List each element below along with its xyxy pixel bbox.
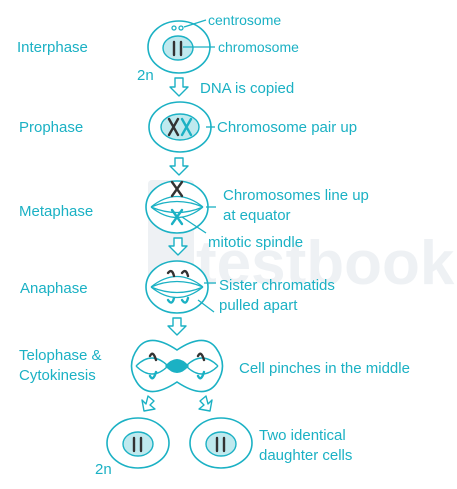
watermark-text: testbook <box>196 229 455 298</box>
interphase-cell <box>147 19 215 74</box>
prophase-cell <box>148 101 215 153</box>
label-dna-copied: DNA is copied <box>200 80 294 97</box>
down-right-arrow-icon <box>198 395 213 412</box>
telophase-spindle <box>135 357 219 375</box>
spindle-pointer <box>181 216 207 234</box>
telophase-chromatids-dark <box>148 352 206 362</box>
metaphase-chromosome-dark <box>170 180 184 198</box>
label-daughter-1: Two identical <box>259 427 346 444</box>
label-line-up-2: at equator <box>223 207 291 224</box>
label-chromosome-pair-up: Chromosome pair up <box>217 119 357 136</box>
metaphase-cell <box>145 180 216 234</box>
down-arrow-icon <box>168 237 188 256</box>
telophase-cell <box>130 339 224 393</box>
anaphase-cell <box>145 260 216 314</box>
label-sister-1: Sister chromatids <box>219 277 335 294</box>
daughter-cell-right-nucleus <box>205 431 237 457</box>
label-mitotic-spindle: mitotic spindle <box>208 234 303 251</box>
label-pinches: Cell pinches in the middle <box>239 360 410 377</box>
cleavage-furrow <box>165 359 189 373</box>
stage-label-telophase-2: Cytokinesis <box>19 367 96 384</box>
down-arrow-icon <box>167 317 187 336</box>
down-arrow-icon <box>169 157 189 176</box>
anaphase-spindle <box>150 275 204 299</box>
down-arrow-icon <box>169 77 189 97</box>
anaphase-chromatids-dark <box>166 269 190 278</box>
anaphase-pointer-2 <box>197 299 215 313</box>
centriole-icon <box>178 25 184 31</box>
prophase-chromosome-dark <box>167 117 180 137</box>
daughter-cell-left <box>106 417 170 469</box>
daughter-cell-left-nucleus <box>122 431 154 457</box>
telophase-chromatids-cyan <box>148 370 206 380</box>
down-left-arrow-icon <box>141 395 156 412</box>
prophase-chromosome-cyan <box>180 117 193 137</box>
ploidy-label-bottom: 2n <box>95 461 112 478</box>
anaphase-chromatids-cyan <box>166 296 190 304</box>
label-daughter-2: daughter cells <box>259 447 352 464</box>
ploidy-label-top: 2n <box>137 67 154 84</box>
stage-label-telophase-1: Telophase & <box>19 347 102 364</box>
centriole-icon <box>171 25 177 31</box>
label-centrosome: centrosome <box>208 12 281 28</box>
stage-label-anaphase: Anaphase <box>20 280 88 297</box>
label-sister-2: pulled apart <box>219 297 298 314</box>
stage-label-metaphase: Metaphase <box>19 203 93 220</box>
anaphase-cell-membrane <box>145 260 209 314</box>
stage-label-prophase: Prophase <box>19 119 83 136</box>
label-line-up-1: Chromosomes line up <box>223 187 369 204</box>
daughter-cell-right <box>189 417 253 469</box>
prophase-nucleus <box>160 113 200 141</box>
label-chromosome: chromosome <box>218 39 299 55</box>
stage-label-interphase: Interphase <box>17 39 88 56</box>
interphase-nucleus <box>162 35 194 61</box>
metaphase-chromosome-cyan <box>170 208 184 226</box>
centrosome-pointer <box>183 19 207 28</box>
